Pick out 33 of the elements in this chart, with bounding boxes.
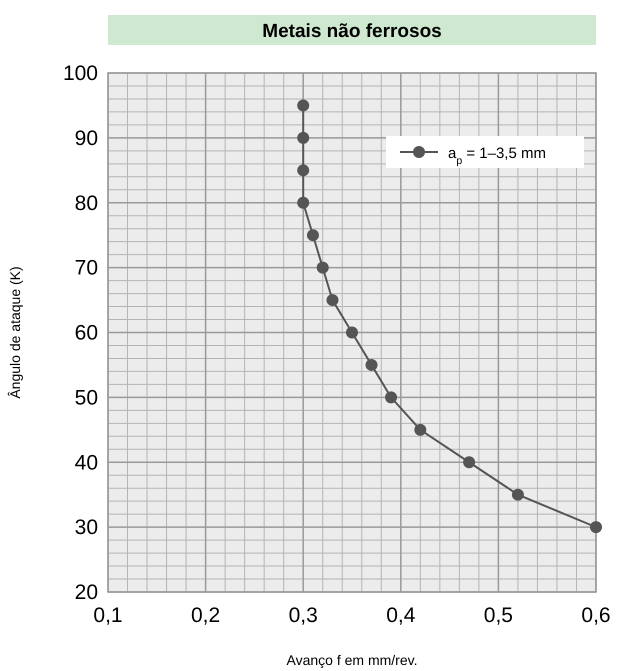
point [590,521,602,534]
y-axis-title: Ângulo de ataque (K) [7,266,23,399]
x-axis-title: Avanço f em mm/rev. [286,652,418,668]
point [297,164,310,176]
x-tick-label: 0,6 [581,604,611,627]
x-tick-label: 0,1 [93,604,123,627]
point [297,132,310,144]
point [326,294,338,306]
y-tick-label: 80 [74,192,98,215]
x-tick-label: 0,4 [386,604,416,627]
x-tick-label: 0,5 [484,604,513,627]
y-tick-label: 40 [74,451,98,474]
point [297,196,310,209]
point [414,424,426,436]
chart-title: Metais não ferrosos [262,21,442,42]
y-tick-label: 100 [62,62,98,85]
x-tick-label: 0,2 [191,604,220,627]
point [366,358,378,371]
y-tick-label: 20 [74,581,98,604]
point [512,488,524,501]
point [297,99,310,112]
y-tick-label: 70 [74,256,98,280]
legend-label: a$_{p}$ = 1–3,5 mm [448,145,546,167]
y-tick-label: 90 [74,126,98,150]
point [463,456,476,468]
point [306,229,319,242]
y-tick-label: 30 [74,516,98,540]
x-tick-label: 0,3 [288,604,318,627]
point [385,391,398,404]
y-tick-label: 50 [74,386,98,410]
y-tick-label: 60 [74,322,98,344]
point [316,262,329,274]
point [346,326,358,338]
